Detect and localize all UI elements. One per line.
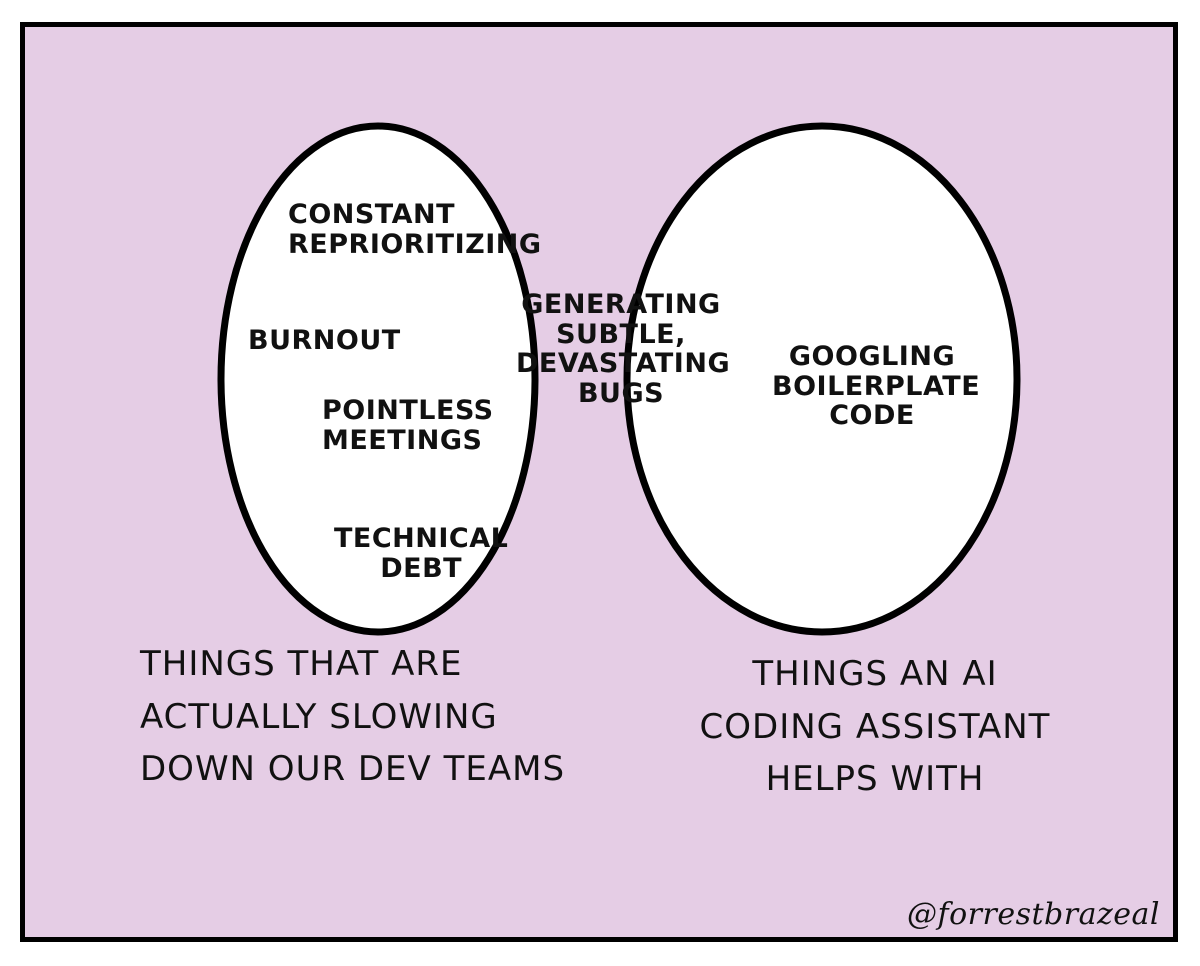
right-circle-outline (623, 122, 1021, 636)
item-generating-bugs: GENERATING SUBTLE, DEVASTATING BUGS (516, 289, 731, 410)
left-circle-caption: THINGS THAT ARE ACTUALLY SLOWING DOWN OU… (140, 644, 566, 790)
author-signature: @forrestbrazeal (906, 897, 1160, 932)
right-circle (627, 126, 1017, 632)
item-pointless-meetings: POINTLESS MEETINGS (322, 395, 494, 456)
item-googling-boilerplate: GOOGLING BOILERPLATE CODE (772, 341, 981, 432)
item-burnout: BURNOUT (248, 325, 401, 356)
right-circle-caption: THINGS AN AI CODING ASSISTANT HELPS WITH (699, 654, 1051, 800)
item-technical-debt: TECHNICAL DEBT (334, 523, 509, 584)
item-constant-reprioritizing: CONSTANT REPRIORITIZING (288, 199, 542, 260)
left-circle-outline (217, 122, 539, 636)
left-circle (221, 126, 535, 632)
